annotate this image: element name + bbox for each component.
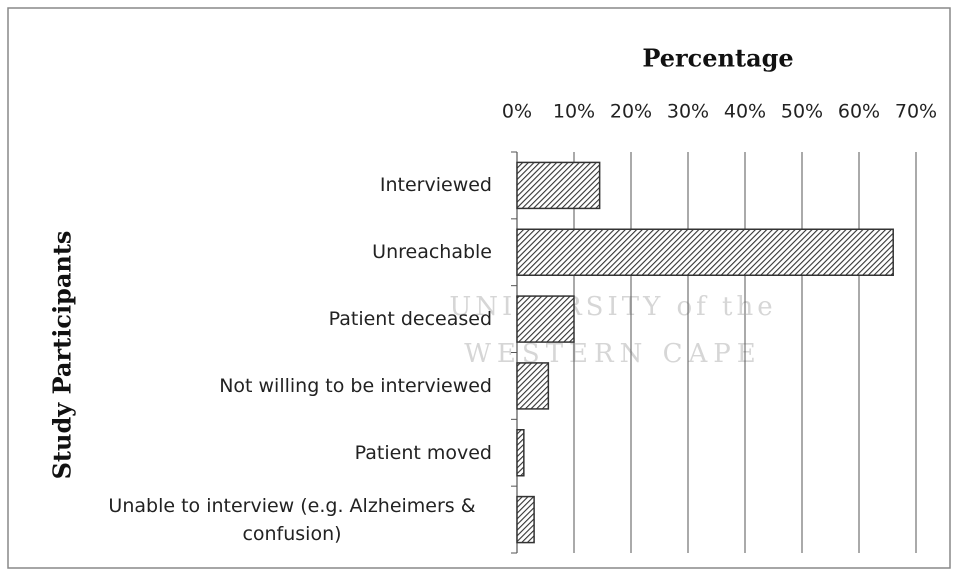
x-tick-label: 60% <box>838 101 880 123</box>
y-axis-label: Study Participants <box>48 231 77 480</box>
y-tick-label: Not willing to be interviewed <box>219 374 492 397</box>
bar <box>516 495 535 544</box>
bar <box>516 161 601 210</box>
y-tick-label: Patient deceased <box>328 308 492 331</box>
y-tick-label: Unable to interview (e.g. Alzheimers & c… <box>108 494 476 545</box>
bar <box>516 228 894 276</box>
x-tick-label: 0% <box>502 101 532 123</box>
y-tick-label: Interviewed <box>379 174 492 197</box>
bar <box>516 429 525 477</box>
x-tick-label: 40% <box>724 101 766 123</box>
x-tick-label: 70% <box>895 101 937 123</box>
bar <box>516 295 575 343</box>
watermark: UNIVERSITY of the WESTERN CAPE <box>449 292 776 369</box>
bar <box>516 362 550 410</box>
y-tick-label: Patient moved <box>354 441 492 464</box>
x-tick-label: 20% <box>610 101 652 123</box>
watermark-line: WESTERN CAPE <box>464 339 762 369</box>
chart-title: Percentage <box>642 44 793 73</box>
y-tick-label: Unreachable <box>372 241 492 264</box>
x-tick-label: 10% <box>553 101 595 123</box>
watermark-line: UNIVERSITY of the <box>449 292 776 322</box>
chart-border <box>7 7 951 569</box>
x-tick-label: 50% <box>781 101 823 123</box>
x-tick-label: 30% <box>667 101 709 123</box>
